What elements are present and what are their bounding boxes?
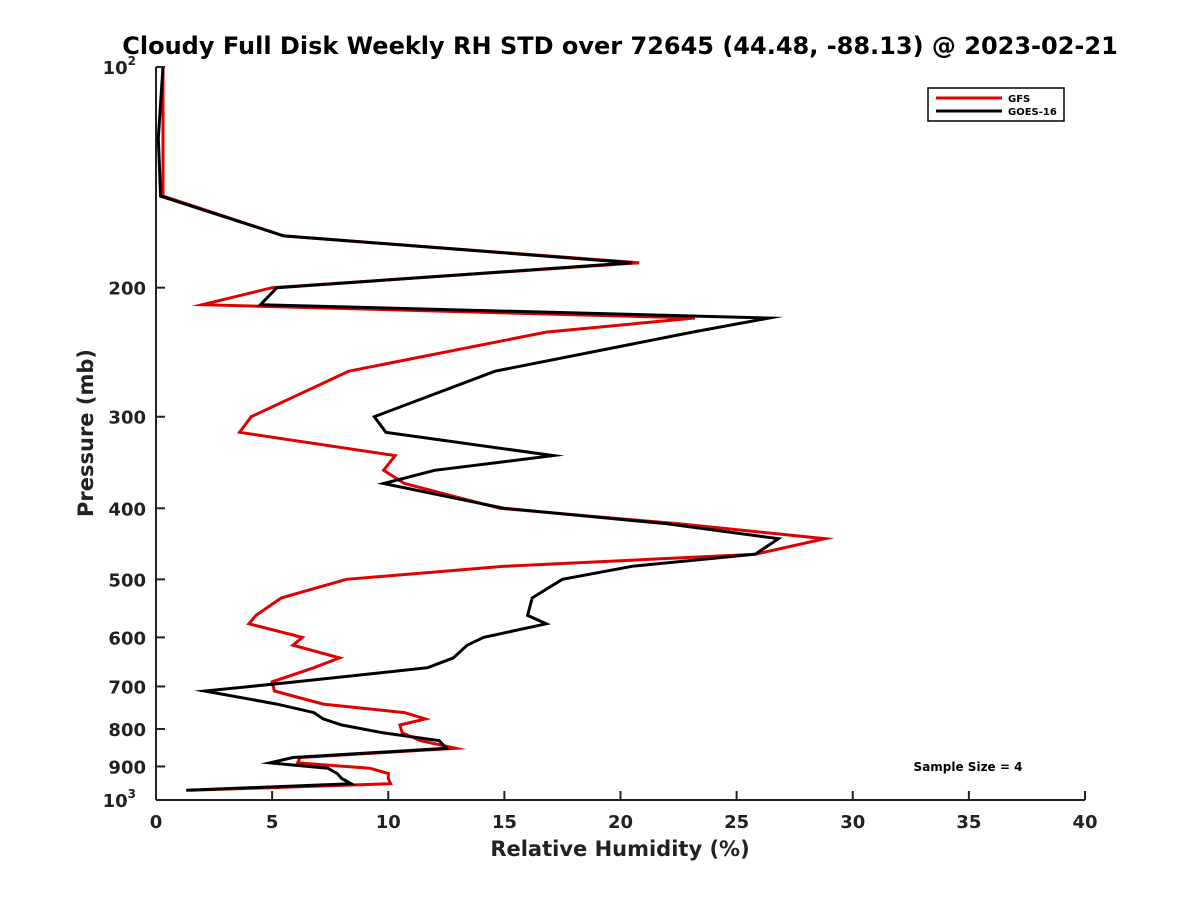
legend: GFS GOES-16 xyxy=(927,87,1065,122)
y-tick-label: 600 xyxy=(108,628,146,649)
legend-label-goes-16: GOES-16 xyxy=(1008,107,1057,118)
y-tick-label: 200 xyxy=(108,279,146,300)
y-tick-exponent: 2 xyxy=(128,54,136,68)
x-tick-label: 25 xyxy=(724,812,749,833)
y-axis-label: Pressure (mb) xyxy=(74,349,98,517)
x-tick-label: 15 xyxy=(492,812,517,833)
plot-area xyxy=(156,67,1085,800)
y-tick-label: 102 xyxy=(103,54,136,79)
y-tick-exponent: 3 xyxy=(128,787,136,801)
y-tick-label: 500 xyxy=(108,570,146,591)
series-line-goes-16 xyxy=(156,66,784,792)
y-tick-label: 400 xyxy=(108,499,146,520)
x-axis-label: Relative Humidity (%) xyxy=(490,837,749,861)
sample-size-annotation: Sample Size = 4 xyxy=(914,760,1023,774)
x-tick-label: 35 xyxy=(956,812,981,833)
x-tick-label: 0 xyxy=(150,812,163,833)
series-layer xyxy=(156,66,835,792)
x-tick-label: 10 xyxy=(376,812,401,833)
x-tick-group: 0 5 10 15 20 25 30 35 40 xyxy=(150,791,1098,833)
chart-title: Cloudy Full Disk Weekly RH STD over 7264… xyxy=(122,32,1118,60)
x-tick-label: 30 xyxy=(840,812,865,833)
legend-label-gfs: GFS xyxy=(1008,94,1030,105)
y-tick-label: 900 xyxy=(108,757,146,778)
x-tick-label: 40 xyxy=(1072,812,1097,833)
y-tick-label: 300 xyxy=(108,408,146,429)
x-tick-label: 20 xyxy=(608,812,633,833)
y-tick-label: 700 xyxy=(108,677,146,698)
series-line-gfs xyxy=(161,67,835,792)
y-tick-label: 800 xyxy=(108,720,146,741)
x-tick-label: 5 xyxy=(266,812,279,833)
y-tick-label: 103 xyxy=(103,787,136,812)
legend-box xyxy=(927,87,1065,122)
y-tick-group: 102 200 300 400 500 600 700 800 900 103 xyxy=(103,54,165,812)
